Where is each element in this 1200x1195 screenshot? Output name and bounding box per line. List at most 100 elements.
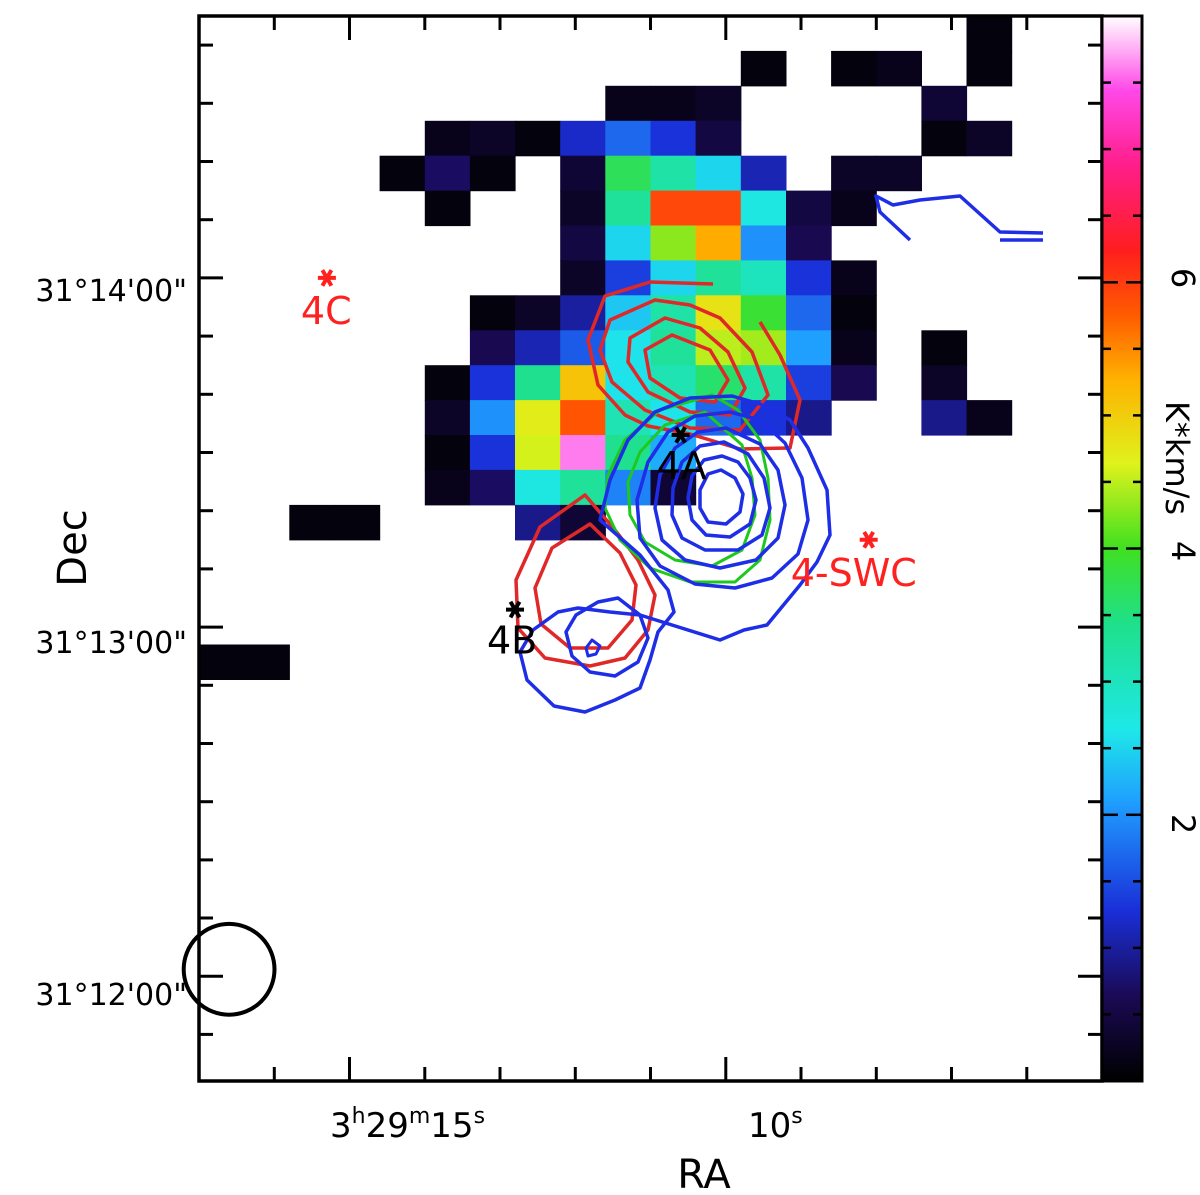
map-pixel [515,120,561,157]
colorbar-tick-labels: 2 4 6 [1164,268,1200,834]
map-pixel [605,155,651,192]
map-pixel [560,330,606,366]
map-pixel [469,295,516,331]
contours [514,194,1044,714]
map-pixel [199,644,245,680]
map-pixel [695,190,742,227]
map-pixel [469,330,516,366]
map-pixel [786,330,832,366]
y-tick-label-1300: 31°13'00" [35,626,187,661]
map-pixel [560,260,606,296]
map-pixel [650,260,697,296]
map-pixel [469,155,516,192]
map-pixel [424,190,471,227]
map-pixel [966,120,1013,157]
colorbar-tick-label-6: 6 [1164,268,1200,288]
red-contour-north-outer [586,280,802,451]
map-pixel [921,400,968,436]
blue-contour-south-peak [584,638,602,658]
map-pixel [966,16,1013,52]
map-pixel [244,644,290,680]
map-pixel [921,85,968,122]
y-tick-label-1200: 31°12'00" [35,978,187,1013]
source-label-4a: 4A [657,444,707,488]
map-pixel [424,469,471,506]
map-pixel [650,85,697,122]
map-pixel [831,330,877,366]
x-tick-label-10s: 10s [748,1104,803,1146]
map-pixel [831,295,877,331]
map-pixel [379,155,426,192]
map-pixel [469,435,516,471]
map-pixel [424,435,471,471]
map-pixel [424,365,471,401]
map-pixel [469,400,516,436]
map-pixel [515,365,561,401]
map-pixel [921,330,968,366]
map-pixel [650,190,697,227]
map-pixel [740,260,787,296]
map-pixel [831,260,877,296]
map-pixel [786,225,832,261]
map-pixel [786,295,832,331]
map-pixel [966,50,1013,87]
map-pixel [921,365,968,401]
map-pixel [695,260,742,296]
map-pixel [740,225,787,261]
map-pixel [560,155,606,192]
map-pixel [515,400,561,436]
map-pixel [469,365,516,401]
map-pixel [605,225,651,261]
colorbar: 2 4 6 K*km/s [1100,14,1200,1083]
source-label-4c: 4C [301,289,352,333]
map-pixel [560,190,606,227]
source-markers: 4A 4B 4C 4-SWC [301,269,917,663]
red-contour-south-2 [533,522,638,650]
map-pixel [786,260,832,296]
map-pixel [334,504,381,541]
source-marker-4-swc [859,531,878,549]
map-pixel [515,295,561,331]
map-pixel [966,400,1013,436]
green-contour-2 [626,410,757,568]
map-pixel [650,225,697,261]
map-pixel [740,155,787,192]
source-marker-4b [506,600,524,619]
map-pixel [605,190,651,227]
beam-ellipse [181,921,277,1017]
blue-contour-4 [670,440,772,552]
map-pixel [605,120,651,157]
map-pixel [831,190,877,227]
map-pixel [424,120,471,157]
blue-contour-3 [653,426,787,570]
source-label-4-swc: 4-SWC [791,551,917,595]
map-pixel [469,469,516,506]
blue-contour-2 [635,410,810,590]
map-pixel [424,400,471,436]
y-axis-label: Dec [50,509,96,586]
x-tick-label-15s: 3h29m15s [330,1104,485,1146]
map-pixel [876,50,922,87]
axis-ticks [199,16,1102,1081]
blue-contour-6 [698,468,745,526]
blue-contours [518,194,1044,714]
plot-area: 4A 4B 4C 4-SWC [181,16,1044,1017]
y-tick-label-1400: 31°14'00" [35,274,187,309]
map-pixel [695,155,742,192]
map-pixel [560,469,606,506]
blue-contour-south-inner [564,596,650,678]
map-pixel [695,225,742,261]
map-pixel [740,50,787,87]
colorbar-tick-label-4: 4 [1164,541,1200,561]
map-pixel [605,85,651,122]
source-marker-4c [317,269,336,287]
map-pixel [695,85,742,122]
map-pixel [831,365,877,401]
colorbar-label: K*km/s [1158,401,1196,515]
colorbar-tick-label-2: 2 [1164,814,1200,834]
map-pixel [695,120,742,157]
source-marker-4a [671,426,690,444]
blue-contour-outer [518,394,832,714]
map-pixel [515,435,561,471]
